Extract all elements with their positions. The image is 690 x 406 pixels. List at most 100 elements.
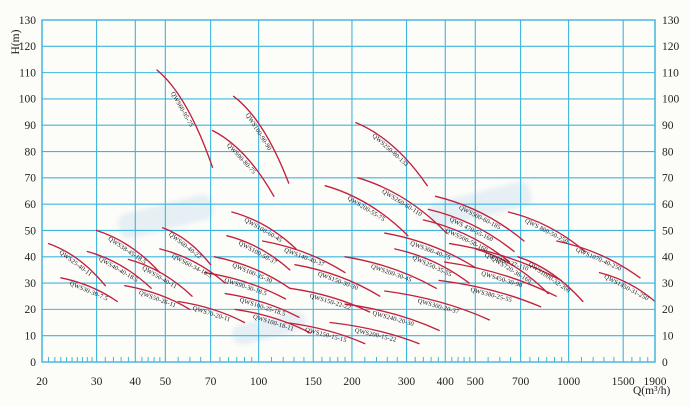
pump-curve <box>517 256 584 303</box>
svg-text:130: 130 <box>662 15 680 27</box>
svg-text:120: 120 <box>19 41 37 53</box>
svg-text:130: 130 <box>19 15 37 27</box>
pump-curve <box>261 240 346 274</box>
pump-curve-label: QWS380-25-55 <box>470 287 513 304</box>
pump-curve <box>226 235 291 271</box>
pump-curve <box>344 256 437 289</box>
pump-curve <box>60 277 118 303</box>
pump-curve <box>294 264 381 297</box>
svg-text:1500: 1500 <box>612 376 635 388</box>
pump-curve <box>507 211 586 253</box>
pump-curve <box>232 95 290 184</box>
pump-curve <box>427 208 515 253</box>
pump-curve <box>556 240 641 279</box>
svg-text:150: 150 <box>305 376 323 388</box>
pump-curve <box>289 287 371 313</box>
pump-curve <box>47 242 106 287</box>
pump-curve-label: QWS60-95-75 <box>169 91 195 129</box>
pump-curve-label: QWS25-40-11 <box>58 249 94 278</box>
pump-curve <box>161 227 212 266</box>
pump-curve <box>159 248 226 284</box>
pump-curve <box>204 271 287 300</box>
svg-text:400: 400 <box>437 376 455 388</box>
pump-curve <box>434 195 525 242</box>
pump-curve-label: QWS 800-50-250 <box>524 217 570 245</box>
svg-text:50: 50 <box>160 376 172 388</box>
pump-curve-labels: QWS25-40-11QWS30-30-7.5QWS38-45-18.5QWS4… <box>58 91 650 345</box>
svg-text:70: 70 <box>662 173 674 185</box>
svg-text:70: 70 <box>25 173 37 185</box>
pump-curve-label: QWS70-20-11 <box>192 305 231 323</box>
svg-text:60: 60 <box>25 199 37 211</box>
pump-curve <box>124 285 191 311</box>
svg-text:700: 700 <box>512 376 530 388</box>
svg-text:20: 20 <box>662 304 674 316</box>
svg-text:30: 30 <box>25 278 37 290</box>
plot-border <box>41 19 656 363</box>
svg-text:70: 70 <box>205 376 217 388</box>
svg-text:40: 40 <box>662 252 674 264</box>
pump-curve <box>422 219 511 263</box>
y-tick-labels-left: 0 10 20 30 40 50 60 70 80 90 100 110 120 130 <box>19 15 37 369</box>
pump-curves <box>47 69 656 345</box>
pump-curve <box>324 185 409 237</box>
svg-text:100: 100 <box>19 94 37 106</box>
svg-text:110: 110 <box>19 67 36 79</box>
svg-text:30: 30 <box>91 376 103 388</box>
pump-curve <box>211 129 275 197</box>
svg-text:10: 10 <box>662 330 674 342</box>
pump-curve-label: QWS40-40-18.5 <box>97 256 139 284</box>
svg-text:40: 40 <box>130 376 142 388</box>
svg-text:1900: 1900 <box>644 376 667 388</box>
pump-curve <box>357 177 448 234</box>
svg-text:20: 20 <box>25 304 37 316</box>
svg-text:20: 20 <box>36 376 48 388</box>
pump-curve <box>234 308 312 334</box>
pump-curve-label: QWS260-60-110 <box>381 188 424 218</box>
svg-text:50: 50 <box>662 225 674 237</box>
horizontal-gridlines <box>42 19 655 363</box>
svg-text:80: 80 <box>662 146 674 158</box>
pump-curve-label: QWS1070-40-250 <box>575 246 623 272</box>
pump-curve-label: QWS250-80-132 <box>371 133 410 169</box>
svg-text:60: 60 <box>662 199 674 211</box>
pump-curve <box>127 258 193 297</box>
svg-text:40: 40 <box>25 252 37 264</box>
pump-curve <box>284 321 366 345</box>
svg-text:80: 80 <box>25 146 37 158</box>
pump-curve <box>213 256 291 289</box>
x-minor-ticks <box>48 357 649 362</box>
y-tick-labels-right: 0 10 20 30 40 50 60 70 80 90 100 110 120 130 <box>662 15 680 369</box>
pump-curve-label: QWS100-50-37 <box>237 240 278 267</box>
svg-text:30: 30 <box>662 278 674 290</box>
svg-text:10: 10 <box>25 330 37 342</box>
pump-curve-label: QWS140-40-37 <box>283 247 326 269</box>
pump-curve <box>394 248 470 284</box>
pump-curve <box>448 242 562 282</box>
pump-curve <box>355 121 428 187</box>
pump-curve <box>156 69 214 168</box>
pump-curve-label: QWS50-40-11 <box>141 265 178 291</box>
svg-text:110: 110 <box>662 67 679 79</box>
pump-curve-label: QWS300-20-37 <box>417 298 461 316</box>
svg-text:50: 50 <box>25 225 37 237</box>
pump-curve <box>344 303 440 332</box>
svg-text:300: 300 <box>398 376 416 388</box>
svg-text:120: 120 <box>662 41 680 53</box>
pump-curve <box>86 250 152 289</box>
svg-text:0: 0 <box>662 357 668 369</box>
x-tick-labels: 20 30 40 50 70 100 150 200 300 400 500 700 1000 1500 1… <box>36 376 667 388</box>
pump-curve <box>231 211 297 250</box>
pump-curve <box>95 229 161 274</box>
svg-text:500: 500 <box>467 376 485 388</box>
pump-curve <box>384 232 476 268</box>
pump-curve <box>384 290 490 321</box>
x-axis-title: Q(m³/h) <box>633 385 671 397</box>
svg-text:1000: 1000 <box>557 376 580 388</box>
pump-curve <box>598 271 656 303</box>
svg-text:100: 100 <box>250 376 268 388</box>
svg-text:0: 0 <box>30 357 36 369</box>
pump-curve-label: QWS90-80-75 <box>225 142 257 176</box>
svg-text:100: 100 <box>662 94 680 106</box>
